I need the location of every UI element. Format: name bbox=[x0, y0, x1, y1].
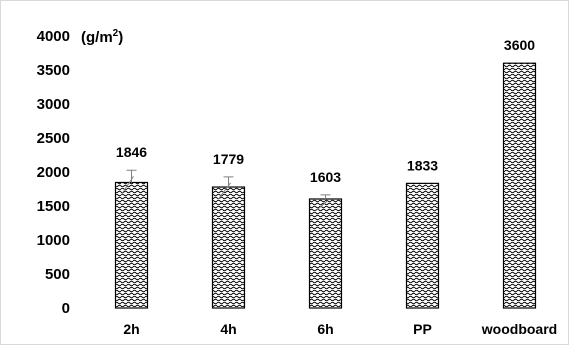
x-tick-label: 6h bbox=[317, 321, 333, 337]
y-tick-label: 3500 bbox=[37, 62, 70, 79]
x-axis: 2h 4h 6h PP woodboard bbox=[123, 321, 557, 337]
data-label: 1846 bbox=[116, 144, 147, 160]
error-bar bbox=[121, 169, 137, 195]
y-axis: 0 500 1000 1500 2000 2500 3000 3500 4000 bbox=[37, 28, 70, 317]
bar bbox=[308, 198, 343, 309]
y-tick-label: 4000 bbox=[37, 28, 70, 45]
y-tick-label: 3000 bbox=[37, 96, 70, 113]
x-tick-label: PP bbox=[413, 321, 432, 337]
bar bbox=[405, 182, 440, 309]
x-tick-label: 2h bbox=[123, 321, 139, 337]
data-label: 1603 bbox=[310, 169, 341, 185]
data-label: 3600 bbox=[504, 37, 535, 53]
error-bar bbox=[218, 176, 234, 200]
bar bbox=[211, 186, 246, 309]
y-tick-label: 2000 bbox=[37, 164, 70, 181]
bars: 1846 1779 1603 1833 3600 bbox=[114, 37, 537, 309]
bar bbox=[502, 62, 537, 309]
bar bbox=[114, 181, 149, 309]
y-tick-label: 500 bbox=[45, 266, 70, 283]
data-label: 1779 bbox=[213, 151, 244, 167]
unit-label: (g/m2) bbox=[81, 28, 123, 46]
y-tick-label: 1000 bbox=[37, 232, 70, 249]
x-tick-label: woodboard bbox=[481, 321, 557, 337]
y-tick-label: 1500 bbox=[37, 198, 70, 215]
error-bar bbox=[315, 194, 331, 212]
y-tick-label: 2500 bbox=[37, 130, 70, 147]
y-tick-label: 0 bbox=[62, 300, 70, 317]
data-label: 1833 bbox=[407, 157, 438, 173]
x-tick-label: 4h bbox=[220, 321, 236, 337]
